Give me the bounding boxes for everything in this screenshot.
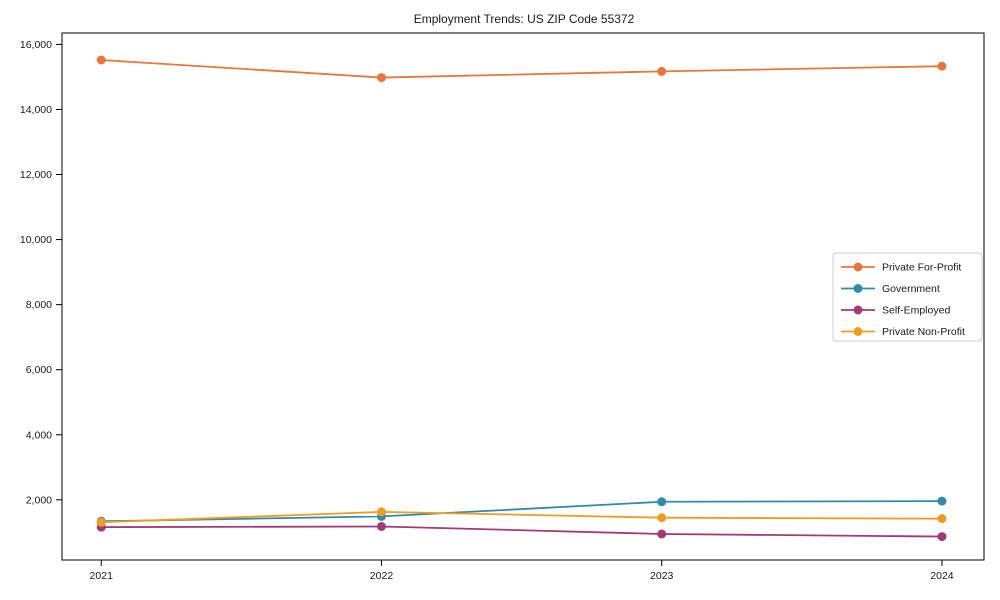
series-line-private-for-profit: [101, 59, 942, 79]
x-tick-label: 2023: [650, 570, 674, 582]
series-marker-private-non-profit: [937, 514, 947, 524]
series-marker-private-non-profit: [657, 513, 667, 523]
series-marker-private-for-profit: [376, 73, 386, 83]
series-group: [96, 55, 947, 542]
series-marker-private-non-profit: [96, 517, 106, 527]
series-marker-self-employed: [376, 521, 386, 531]
legend: Private For-Profit Government Self-Employe…: [832, 252, 983, 342]
x-tick-label: 2022: [370, 570, 394, 582]
series-marker-private-for-profit: [657, 66, 667, 76]
series-marker-self-employed: [657, 529, 667, 539]
legend-box: [832, 252, 983, 342]
legend-entry-label: Government: [882, 283, 940, 295]
series-marker-private-for-profit: [937, 61, 947, 71]
legend-entry-label: Self-Employed: [882, 305, 950, 317]
series-line-private-non-profit: [101, 510, 942, 524]
y-tick-label: 4,000: [26, 429, 52, 441]
series-marker-government: [657, 497, 667, 507]
legend-marker: [853, 305, 863, 315]
series-marker-private-non-profit: [376, 507, 386, 517]
y-tick-label: 2,000: [26, 494, 52, 506]
x-tick-label: 2024: [930, 570, 954, 582]
legend-marker: [853, 262, 863, 272]
x-tick-label: 2021: [90, 570, 114, 582]
y-axis: 2,000 4,000 6,000 8,000 10,000 12,000 14,000 16…: [20, 39, 62, 506]
y-tick-label: 12,000: [20, 169, 52, 181]
plot-area: [61, 32, 985, 561]
y-tick-label: 14,000: [20, 104, 52, 116]
series-line-self-employed: [101, 525, 942, 538]
chart-title: Employment Trends: US ZIP Code 55372: [414, 12, 635, 26]
legend-marker: [853, 327, 863, 336]
series-marker-self-employed: [937, 532, 947, 542]
series-marker-government: [937, 496, 947, 506]
legend-entry-label: Private For-Profit: [882, 262, 961, 274]
legend-marker: [853, 284, 863, 293]
y-tick-label: 10,000: [20, 234, 52, 246]
y-tick-label: 16,000: [20, 39, 52, 51]
y-tick-label: 6,000: [26, 364, 52, 376]
x-axis: 2021 2022 2023 2024: [90, 560, 954, 582]
legend-entry-label: Private Non-Profit: [882, 326, 965, 338]
series-marker-private-for-profit: [96, 55, 106, 65]
y-tick-label: 8,000: [26, 299, 52, 311]
series-line-government: [101, 500, 942, 523]
